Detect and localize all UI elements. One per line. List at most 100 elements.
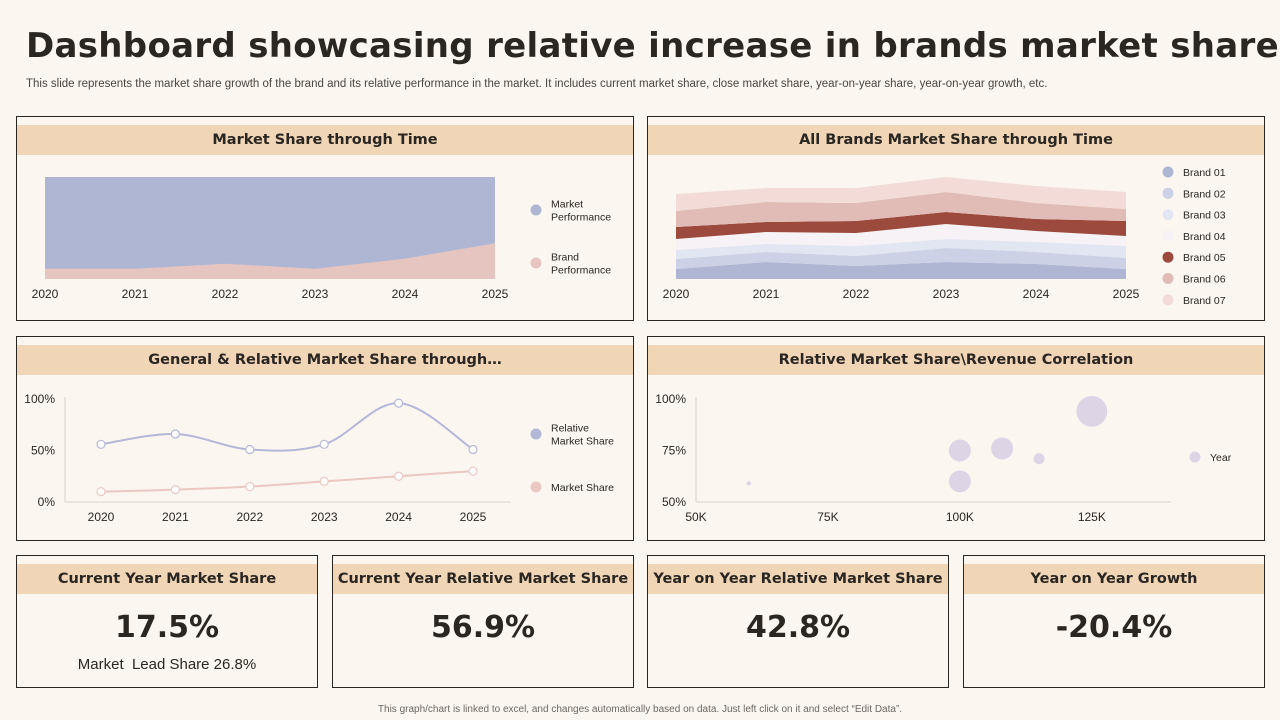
y-tick-label: 0% — [38, 495, 56, 509]
card-title: General & Relative Market Share through… — [17, 345, 633, 375]
bubble — [991, 437, 1014, 460]
y-tick-label: 100% — [24, 392, 55, 406]
x-tick-label: 2025 — [460, 510, 487, 524]
card-title: Market Share through Time — [17, 125, 633, 155]
stacked-area-brand-01 — [676, 262, 1126, 279]
data-point — [170, 429, 180, 439]
page-subtitle: This slide represents the market share g… — [26, 78, 1048, 90]
data-point — [319, 439, 329, 449]
kpi-value: 17.5% — [114, 610, 220, 645]
data-point — [394, 471, 404, 481]
card-title: Relative Market Share\Revenue Correlatio… — [648, 345, 1264, 375]
revenue-correlation-card[interactable]: Relative Market Share\Revenue Correlatio… — [647, 336, 1265, 541]
x-tick-label: 2024 — [392, 287, 419, 301]
data-point — [170, 485, 180, 495]
kpi-value: 56.9% — [430, 610, 536, 645]
stacked-area-brand-06 — [676, 192, 1126, 227]
legend-label: Year — [1210, 452, 1232, 464]
legend-label: Performance — [551, 265, 611, 277]
legend-label: Market Share — [551, 436, 614, 448]
kpi-subtext: Market Lead Share 26.8% — [77, 656, 257, 673]
data-point — [468, 466, 478, 476]
data-point — [96, 487, 106, 497]
bubble — [746, 481, 751, 486]
legend-item-brand-06: Brand 06 — [1162, 273, 1226, 286]
x-tick-label: 2023 — [311, 510, 338, 524]
kpi-card-current-year-relative-market-share: Current Year Relative Market Share 56.9% — [332, 555, 634, 688]
legend-swatch — [530, 428, 542, 440]
legend-item-year: Year — [1189, 451, 1232, 464]
x-tick-label: 2025 — [482, 287, 509, 301]
x-tick-label: 2020 — [32, 287, 59, 301]
x-tick-label: 2021 — [122, 287, 149, 301]
x-tick-label: 75K — [817, 510, 838, 524]
legend-item-brand-07: Brand 07 — [1162, 294, 1226, 307]
market-share-through-time-card[interactable]: Market Share through Time 2020 2021 2022 20… — [16, 116, 634, 321]
y-tick-label: 75% — [662, 444, 686, 458]
legend-swatch — [530, 204, 542, 216]
x-tick-label: 2025 — [1113, 287, 1140, 301]
kpi-card-current-year-market-share: Current Year Market Share 17.5% Market L… — [16, 555, 318, 688]
legend-label: Brand 02 — [1183, 188, 1226, 200]
card-title: All Brands Market Share through Time — [648, 125, 1264, 155]
legend-swatch — [1162, 273, 1174, 284]
legend-swatch — [530, 481, 542, 493]
x-tick-label: 2023 — [302, 287, 329, 301]
bubble — [948, 470, 971, 493]
legend-item-brand-01: Brand 01 — [1162, 166, 1226, 179]
legend-label: Relative — [551, 423, 589, 435]
x-tick-label: 2020 — [88, 510, 115, 524]
area-series-0 — [45, 177, 495, 279]
x-tick-label: 2022 — [212, 287, 239, 301]
legend-swatch — [1162, 166, 1174, 178]
x-tick-label: 2022 — [236, 510, 263, 524]
x-tick-label: 125K — [1078, 510, 1106, 524]
legend-label: Brand — [551, 252, 579, 264]
legend-item-brand-02: Brand 02 — [1162, 187, 1226, 200]
kpi-value: 42.8% — [745, 610, 851, 645]
legend-swatch — [530, 257, 542, 269]
footer-note: This graph/chart is linked to excel, and… — [377, 704, 903, 715]
legend-swatch — [1162, 230, 1174, 242]
data-point — [96, 439, 106, 449]
general-relative-market-share-card[interactable]: General & Relative Market Share through…… — [16, 336, 634, 541]
y-tick-label: 100% — [655, 392, 686, 406]
legend-label: Brand 01 — [1183, 167, 1226, 179]
page-title: Dashboard showcasing relative increase i… — [26, 26, 1279, 66]
stacked-area-brand-07 — [676, 177, 1126, 211]
legend-label: Performance — [551, 212, 611, 224]
stacked-area-brand-04 — [676, 224, 1126, 250]
x-tick-label: 100K — [946, 510, 974, 524]
legend-label: Brand 07 — [1183, 295, 1226, 307]
legend-label: Brand 05 — [1183, 252, 1226, 264]
legend-item-brand-04: Brand 04 — [1162, 230, 1226, 243]
general-relative-market-share-chart: 0% 50% 100% 2020 2021 2022 2023 2024 2025 Relativ… — [24, 392, 614, 524]
area-series-1 — [45, 243, 495, 279]
kpi-card-yoy-relative-market-share: Year on Year Relative Market Share 42.8% — [647, 555, 949, 688]
all-brands-market-share-card[interactable]: All Brands Market Share through Time 202… — [647, 116, 1265, 321]
legend-label: Market Share — [551, 482, 614, 494]
x-tick-label: 50K — [685, 510, 706, 524]
legend-swatch — [1189, 451, 1201, 463]
x-tick-label: 2021 — [162, 510, 189, 524]
line-series-1 — [100, 470, 474, 493]
y-tick-label: 50% — [31, 444, 55, 458]
x-tick-label: 2021 — [753, 287, 780, 301]
legend-swatch — [1162, 187, 1174, 199]
stacked-area-brand-02 — [676, 248, 1126, 269]
line-series-0 — [100, 402, 474, 452]
kpi-card-yoy-growth: Year on Year Growth -20.4% — [963, 555, 1265, 688]
legend-label: Brand 03 — [1183, 210, 1226, 222]
x-tick-label: 2020 — [663, 287, 690, 301]
legend-label: Brand 06 — [1183, 274, 1226, 286]
stacked-area-brand-03 — [676, 239, 1126, 259]
data-point — [245, 444, 255, 455]
x-tick-label: 2024 — [1023, 287, 1050, 301]
legend-swatch — [1162, 209, 1174, 221]
bubble — [1033, 453, 1045, 465]
x-tick-label: 2022 — [843, 287, 870, 301]
bubble — [948, 439, 971, 462]
